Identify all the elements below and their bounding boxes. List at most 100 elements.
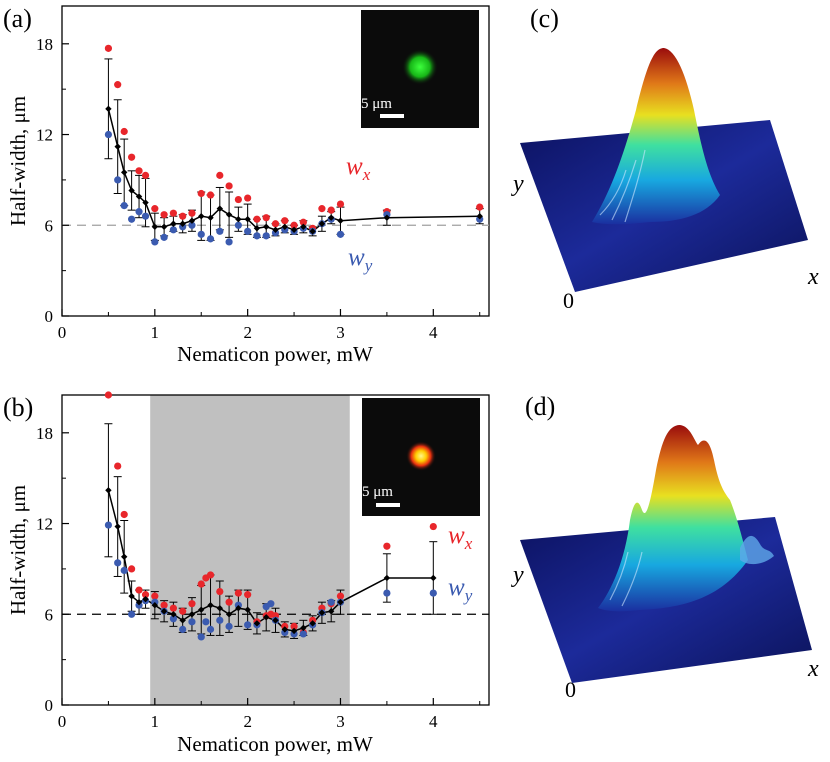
wx-point <box>128 565 136 573</box>
wx-point <box>120 510 128 519</box>
x-axis-title-b: Nematicon power, mW <box>177 732 373 756</box>
wx-point <box>114 462 122 470</box>
mean-point <box>300 624 307 632</box>
inset-image-a: 5 μm <box>361 10 479 128</box>
mean-point <box>114 143 121 150</box>
wy-symbol: w <box>448 574 465 601</box>
surface-axis-y-c: y <box>511 171 524 197</box>
mean-point <box>430 574 437 582</box>
mean-point <box>128 592 135 600</box>
wx-point <box>114 81 122 89</box>
mean-point <box>290 627 298 635</box>
mean-point <box>272 617 279 624</box>
wx-point <box>318 205 326 213</box>
y-tick-label: 6 <box>45 605 54 624</box>
mean-point <box>207 601 214 609</box>
mean-point <box>135 193 143 200</box>
inset-image-b: 5 μm <box>362 398 480 516</box>
mean-point <box>160 608 168 615</box>
mean-point <box>128 187 135 194</box>
plot-frame-a <box>61 5 490 317</box>
wy-point <box>188 618 196 626</box>
mean-point <box>272 226 279 234</box>
series-label-wx-b: wx <box>448 522 473 553</box>
surface-peak-cluster <box>598 425 748 612</box>
wx-point <box>169 604 177 612</box>
svg-text:wx: wx <box>448 522 473 553</box>
mean-point <box>142 199 149 206</box>
chart-panel-b: (b) 0 1 2 3 4 0 6 12 18 Nematicon power,… <box>3 391 490 756</box>
mean-point <box>142 595 149 603</box>
x-tick-labels-b: 0 1 2 3 4 <box>58 712 438 731</box>
mean-point <box>135 598 143 606</box>
y-tick-labels-a: 0 6 12 18 <box>36 35 53 326</box>
wx-point <box>216 171 224 179</box>
mean-point <box>263 614 270 621</box>
wx-point <box>104 391 113 399</box>
mean-point <box>216 205 224 212</box>
wx-point <box>383 542 391 550</box>
wy-point <box>336 230 345 238</box>
surface-axis-x-c: x <box>807 264 819 290</box>
mean-point <box>318 220 326 227</box>
wy-point <box>128 610 136 618</box>
wy-point <box>151 238 159 246</box>
inset-scale-bar <box>380 114 404 118</box>
wx-point <box>225 598 233 606</box>
x-tick-label: 3 <box>336 323 345 342</box>
y-tick-label: 12 <box>36 515 53 534</box>
inset-scale-bar <box>376 503 400 507</box>
y-axis-title-b: Half-width, μm <box>6 485 30 615</box>
mean-point <box>290 226 298 234</box>
wx-point <box>290 221 298 229</box>
mean-point <box>281 223 288 230</box>
x-axis-title-a: Nematicon power, mW <box>177 342 373 366</box>
wx-point <box>476 203 484 211</box>
panel-label-a: (a) <box>3 4 32 33</box>
wy-point <box>244 227 252 235</box>
mean-point <box>327 214 335 221</box>
mean-point <box>244 606 251 613</box>
wy-point <box>225 238 233 246</box>
panel-label-d: (d) <box>525 392 555 421</box>
chart-marks-a <box>61 43 489 317</box>
wx-point <box>151 592 159 600</box>
series-label-wx-a: wx <box>346 153 371 184</box>
mean-point <box>188 611 196 618</box>
mean-point <box>383 574 391 582</box>
mean-point <box>120 169 128 176</box>
wx-point <box>135 586 143 594</box>
mean-point <box>309 228 316 235</box>
wx-point <box>141 591 150 599</box>
wy-point <box>120 202 128 210</box>
mean-point <box>337 598 344 606</box>
wy-point <box>253 232 261 240</box>
wy-point <box>128 215 136 223</box>
surface-axis-y-d: y <box>511 562 524 588</box>
wy-point <box>104 521 113 529</box>
mean-point <box>309 620 316 627</box>
x-tick-label: 4 <box>429 323 438 342</box>
wy-point <box>197 230 205 238</box>
surface-panel-d: (d) y x 0 <box>511 392 819 702</box>
wy-point <box>188 221 196 229</box>
wx-point <box>429 522 437 531</box>
wy-point <box>299 630 307 638</box>
wy-point <box>202 618 210 626</box>
wy-point <box>197 633 205 641</box>
x-tick-label: 3 <box>336 712 345 731</box>
surface-highlight <box>599 149 646 223</box>
wx-point <box>197 189 205 198</box>
y-tick-label: 18 <box>36 35 53 54</box>
wy-point <box>179 625 187 633</box>
mean-point <box>170 611 177 618</box>
inset-scale-label: 5 μm <box>361 96 392 112</box>
surface-origin-d: 0 <box>565 677 576 702</box>
wx-point <box>160 601 168 609</box>
wx-point <box>197 580 205 588</box>
wy-point <box>206 235 215 243</box>
wx-point <box>169 209 177 217</box>
mean-point <box>114 523 121 530</box>
mean-point <box>244 216 251 223</box>
x-tick-label: 1 <box>151 712 160 731</box>
